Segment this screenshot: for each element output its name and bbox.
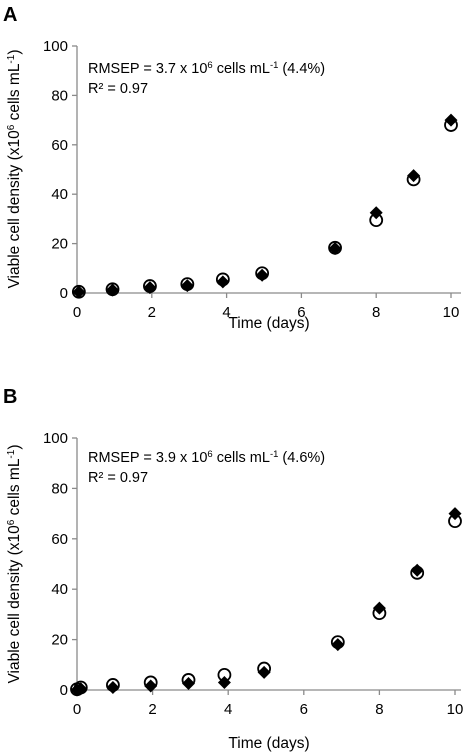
rmsep-sup2-b: -1 — [270, 449, 278, 460]
diamond-point-a — [444, 113, 458, 127]
y-ticks-a: 0 20 40 60 80 100 — [43, 38, 77, 302]
y-tick-label-a: 80 — [51, 87, 68, 104]
x-tick-label-b: 0 — [73, 701, 81, 718]
x-tick-label-b: 8 — [375, 701, 383, 718]
open-circle-point-b — [181, 673, 196, 687]
x-tick-label-a: 4 — [222, 304, 230, 321]
x-ticks-b: 0 2 4 6 8 10 — [73, 690, 464, 718]
y-axis-title-sup2-b: -1 — [6, 449, 17, 458]
open-circle-point-b — [73, 680, 88, 695]
r2-annotation-a: R² = 0.97 — [88, 81, 148, 97]
diamond-point-a — [72, 285, 86, 299]
rmsep-mid-b: cells mL — [213, 450, 270, 466]
x-ticks-a: 0 2 4 6 8 10 — [73, 293, 460, 321]
x-tick-label-a: 0 — [73, 304, 81, 321]
open-circle-point-b — [410, 565, 425, 580]
open-circle-point-b — [106, 678, 120, 692]
x-axis-title-a: Time (days) — [228, 315, 309, 332]
rmsep-mid-a: cells mL — [213, 61, 270, 77]
open-circle-point-a — [444, 118, 458, 132]
open-circle-point-a — [180, 277, 195, 292]
x-tick-label-b: 6 — [300, 701, 308, 718]
y-ticks-b: 0 20 40 60 80 100 — [43, 430, 77, 699]
open-circle-point-a — [406, 172, 421, 187]
y-axis-title-end-a: ) — [6, 49, 23, 54]
rmsep-sup1-b: 6 — [207, 449, 212, 460]
y-tick-label-b: 60 — [51, 531, 68, 548]
rmsep-pre-b: RMSEP = 3.9 x 10 — [88, 450, 207, 466]
y-tick-label-a: 0 — [60, 285, 68, 302]
panel-label-a: A — [3, 4, 17, 26]
y-tick-label-b: 0 — [60, 682, 68, 699]
diamond-point-a — [407, 169, 421, 183]
data-points-a — [71, 113, 458, 299]
y-tick-label-a: 20 — [51, 236, 68, 253]
rmsep-post-b: (4.6%) — [278, 450, 325, 466]
diamond-point-b — [372, 601, 386, 615]
y-tick-label-b: 100 — [43, 430, 68, 447]
panel-label-b: B — [3, 386, 17, 408]
open-circle-point-b — [257, 661, 272, 676]
rmsep-pre-a: RMSEP = 3.7 x 10 — [88, 61, 207, 77]
y-axis-title-a: Viable cell density (x106 cells mL-1) — [6, 49, 24, 288]
rmsep-annotation-a: RMSEP = 3.7 x 106 cells mL-1 (4.4%) — [88, 60, 325, 78]
chart-panel-a: A 0 20 40 60 80 100 0 2 4 6 8 10 Time (days) Viabl… — [3, 4, 461, 332]
y-axis-title-sup1-a: 6 — [6, 124, 17, 130]
y-tick-label-b: 20 — [51, 632, 68, 649]
open-circle-point-b — [143, 675, 158, 690]
x-tick-label-a: 8 — [372, 304, 380, 321]
open-circle-point-a — [369, 213, 384, 228]
x-tick-label-a: 10 — [443, 304, 460, 321]
open-circle-point-a — [255, 266, 270, 281]
chart-panel-b: B 0 20 40 60 80 100 0 2 4 6 8 10 Time (days) Viabl… — [3, 386, 463, 752]
y-tick-label-b: 40 — [51, 581, 68, 598]
y-axis-title-main-b: Viable cell density (x10 — [6, 525, 23, 684]
rmsep-annotation-b: RMSEP = 3.9 x 106 cells mL-1 (4.6%) — [88, 449, 325, 467]
x-tick-label-b: 10 — [447, 701, 464, 718]
y-tick-label-a: 40 — [51, 186, 68, 203]
x-tick-label-a: 6 — [297, 304, 305, 321]
open-circle-point-a — [105, 282, 120, 297]
open-circle-point-a — [143, 279, 157, 293]
y-tick-label-b: 80 — [51, 480, 68, 497]
open-circle-point-a — [215, 272, 230, 287]
x-axis-title-b: Time (days) — [228, 735, 309, 752]
rmsep-sup1-a: 6 — [207, 60, 212, 71]
rmsep-post-a: (4.4%) — [278, 61, 325, 77]
y-axis-title-main-a: Viable cell density (x10 — [6, 130, 23, 289]
y-axis-title-mid-b: cells mL — [6, 458, 23, 520]
diamond-point-b — [144, 679, 158, 693]
y-tick-label-a: 60 — [51, 137, 68, 154]
open-circle-point-b — [372, 606, 387, 621]
y-axis-title-sup1-b: 6 — [6, 519, 17, 525]
x-tick-label-b: 2 — [148, 701, 156, 718]
data-points-b — [70, 507, 462, 697]
open-circle-point-b — [448, 514, 462, 529]
y-axis-title-sup2-a: -1 — [6, 54, 17, 63]
open-circle-point-a — [328, 240, 342, 255]
y-axis-title-b: Viable cell density (x106 cells mL-1) — [6, 444, 24, 683]
rmsep-sup2-a: -1 — [270, 60, 278, 71]
open-circle-point-a — [71, 284, 86, 299]
diamond-point-b — [182, 676, 196, 690]
y-axis-title-mid-a: cells mL — [6, 63, 23, 125]
open-circle-point-b — [330, 635, 345, 650]
y-axis-title-end-b: ) — [6, 444, 23, 449]
x-tick-label-a: 2 — [148, 304, 156, 321]
r2-annotation-b: R² = 0.97 — [88, 470, 148, 486]
y-tick-label-a: 100 — [43, 38, 68, 55]
x-tick-label-b: 4 — [224, 701, 232, 718]
diamond-point-b — [257, 665, 271, 679]
open-circle-point-b — [217, 667, 232, 682]
